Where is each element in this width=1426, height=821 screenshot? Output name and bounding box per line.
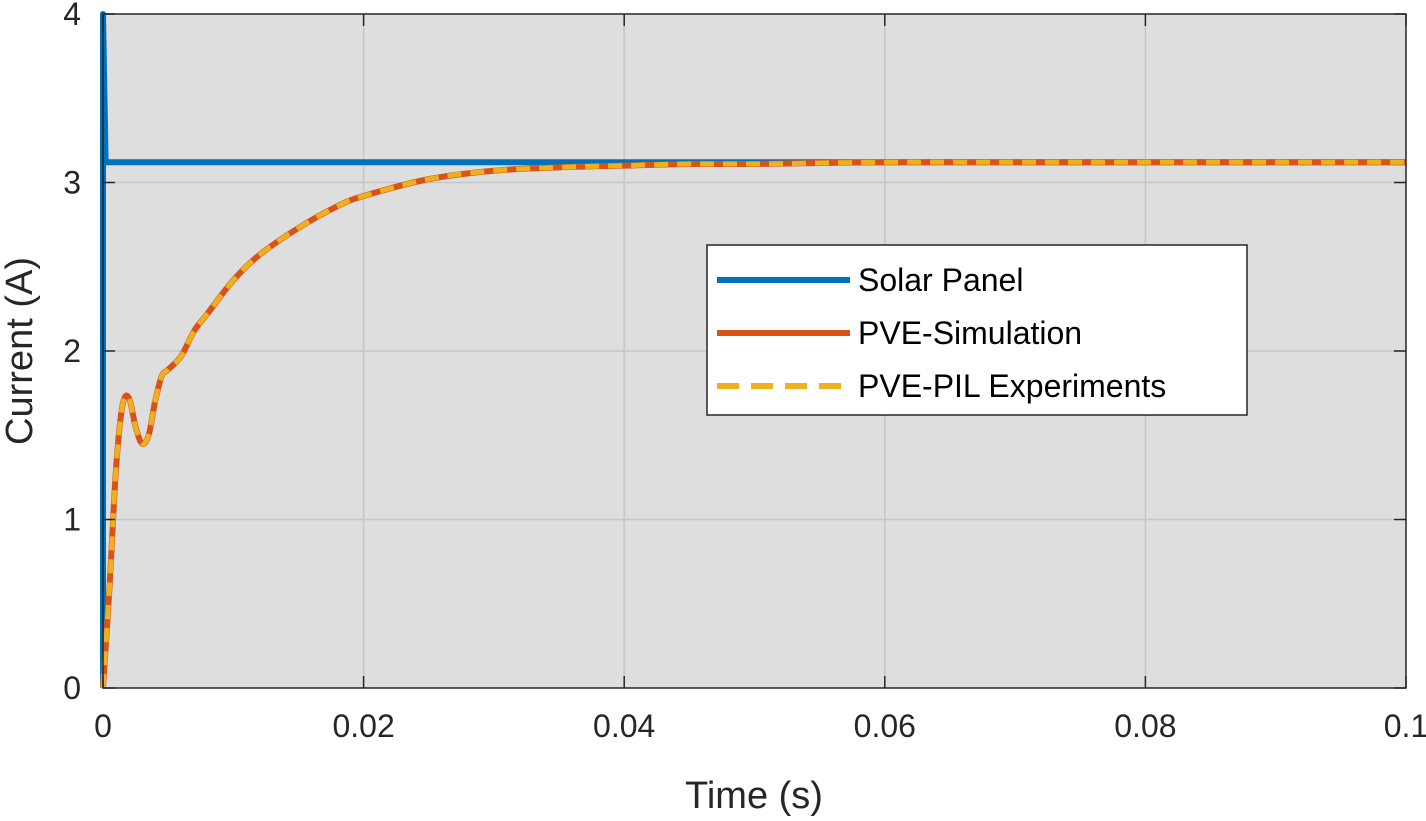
y-tick-label: 0 — [63, 670, 81, 706]
legend-label-pve-simulation: PVE-Simulation — [858, 315, 1082, 351]
x-tick-label: 0.08 — [1114, 708, 1176, 744]
y-tick-label: 1 — [63, 502, 81, 538]
x-tick-label: 0 — [94, 708, 112, 744]
x-tick-label: 0.06 — [854, 708, 916, 744]
series-line-pve-pil-experiments — [100, 159, 1406, 689]
y-axis-label: Current (A) — [0, 257, 41, 445]
legend[interactable]: Solar Panel PVE-Simulation PVE-PIL Experim… — [706, 244, 1248, 416]
legend-label-solar-panel: Solar Panel — [858, 262, 1023, 298]
x-axis-label: Time (s) — [685, 775, 823, 817]
y-tick-label: 2 — [63, 333, 81, 369]
y-tick-label: 3 — [63, 165, 81, 201]
y-tick-label: 4 — [63, 0, 81, 32]
axis-ticks: 0 0.02 0.04 0.06 0.08 0.1 0 1 2 3 4 — [63, 0, 1426, 744]
x-tick-label: 0.02 — [332, 708, 394, 744]
legend-label-pve-pil-experiments: PVE-PIL Experiments — [858, 368, 1166, 404]
x-tick-label: 0.1 — [1384, 708, 1426, 744]
x-tick-label: 0.04 — [593, 708, 655, 744]
